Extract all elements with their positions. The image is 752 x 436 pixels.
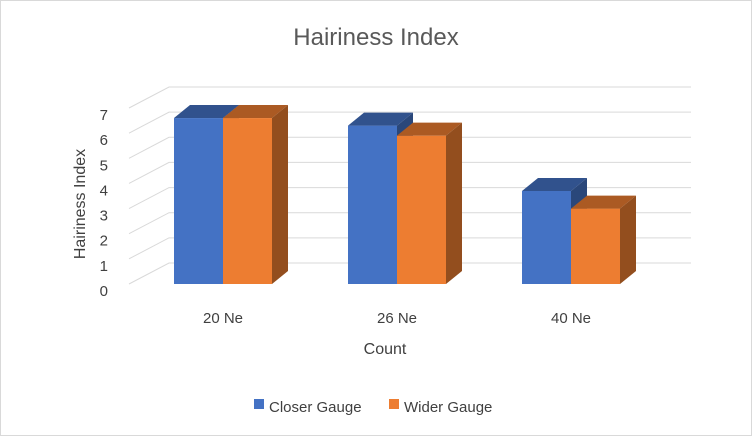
y-tick-label: 0 xyxy=(100,283,108,300)
gridline xyxy=(128,86,691,109)
x-tick-label: 20 Ne xyxy=(203,310,243,327)
bar-side xyxy=(446,122,462,285)
gridline xyxy=(128,237,691,260)
y-axis-ticks: 0 1 2 3 4 5 6 7 xyxy=(100,107,108,300)
x-axis-title: Count xyxy=(364,341,407,358)
legend-item: Wider Gauge xyxy=(389,399,492,416)
chart-title: Hairiness Index xyxy=(293,24,458,51)
legend-swatch xyxy=(254,399,264,409)
y-tick-label: 5 xyxy=(100,157,108,174)
legend: Closer Gauge Wider Gauge xyxy=(254,399,492,416)
y-tick-label: 6 xyxy=(100,132,108,149)
legend-swatch xyxy=(389,399,399,409)
bar xyxy=(571,195,636,284)
y-axis-title: Hairiness Index xyxy=(72,149,89,259)
x-tick-label: 26 Ne xyxy=(377,310,417,327)
bar xyxy=(397,122,462,285)
y-tick-label: 1 xyxy=(100,258,108,275)
bar-top xyxy=(348,112,413,126)
legend-item: Closer Gauge xyxy=(254,399,362,416)
gridline xyxy=(128,161,691,184)
y-tick-label: 3 xyxy=(100,208,108,225)
bar-top xyxy=(397,122,462,136)
bar-top xyxy=(174,105,239,119)
bar-top xyxy=(223,105,288,119)
bars xyxy=(174,105,636,285)
gridlines xyxy=(128,86,691,285)
gridline xyxy=(128,187,691,210)
y-tick-label: 4 xyxy=(100,182,108,199)
bar-front xyxy=(397,135,446,284)
bar-front xyxy=(174,118,223,284)
gridline xyxy=(128,111,691,134)
x-tick-label: 40 Ne xyxy=(551,310,591,327)
bar xyxy=(223,105,288,284)
bar-front xyxy=(522,190,571,284)
legend-label: Wider Gauge xyxy=(404,399,492,416)
bar-top xyxy=(571,195,636,209)
x-axis-ticks: 20 Ne 26 Ne 40 Ne xyxy=(203,310,591,327)
bar-front xyxy=(223,118,272,284)
bar-side xyxy=(272,105,288,284)
gridline xyxy=(128,136,691,159)
gridline xyxy=(128,212,691,235)
y-tick-label: 2 xyxy=(100,233,108,250)
bar-top xyxy=(522,177,587,191)
gridline xyxy=(128,262,691,285)
bar-front xyxy=(348,125,397,284)
y-tick-label: 7 xyxy=(100,107,108,124)
bar-front xyxy=(571,208,620,284)
legend-label: Closer Gauge xyxy=(269,399,362,416)
bar-side xyxy=(620,195,636,284)
